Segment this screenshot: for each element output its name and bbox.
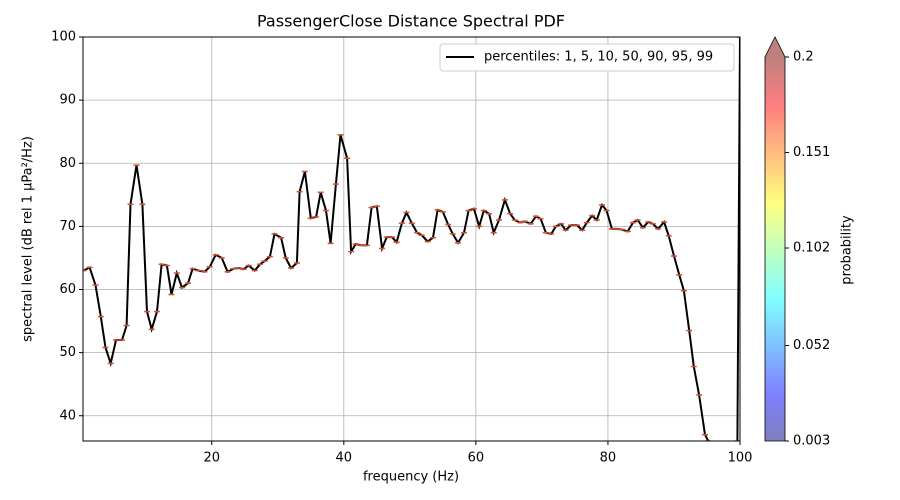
x-tick-label: 60 (468, 451, 485, 466)
y-tick-label: 50 (59, 345, 76, 360)
colorbar (765, 57, 785, 441)
legend-box (439, 43, 735, 72)
y-axis-label: spectral level (dB rel 1 µPa²/Hz) (21, 136, 36, 342)
x-axis-label: frequency (Hz) (363, 470, 459, 485)
percentile-line (83, 37, 740, 441)
legend-label: percentiles: 1, 5, 10, 50, 90, 95, 99 (484, 50, 713, 65)
colorbar-tick-label: 0.151 (793, 145, 830, 160)
colorbar-tick-label: 0.102 (793, 241, 830, 256)
plot-frame (82, 36, 741, 442)
colorbar-tick-label: 0.052 (793, 338, 830, 353)
chart-title: PassengerClose Distance Spectral PDF (257, 12, 565, 31)
colorbar-frame (764, 36, 786, 442)
y-tick-label: 80 (59, 156, 76, 171)
y-tick-label: 40 (59, 408, 76, 423)
colorbar-tick-label: 0.003 (793, 434, 830, 449)
colorbar-label: probability (840, 215, 855, 285)
x-tick-label: 100 (728, 451, 753, 466)
y-tick-label: 90 (59, 93, 76, 108)
colorbar-tick-label: 0.2 (793, 50, 814, 65)
colorbar-extend (765, 37, 785, 57)
x-tick-label: 80 (600, 451, 617, 466)
y-tick-label: 60 (59, 282, 76, 297)
y-tick-label: 100 (51, 30, 76, 45)
y-tick-label: 70 (59, 219, 76, 234)
x-tick-label: 40 (336, 451, 353, 466)
x-tick-label: 20 (203, 451, 220, 466)
